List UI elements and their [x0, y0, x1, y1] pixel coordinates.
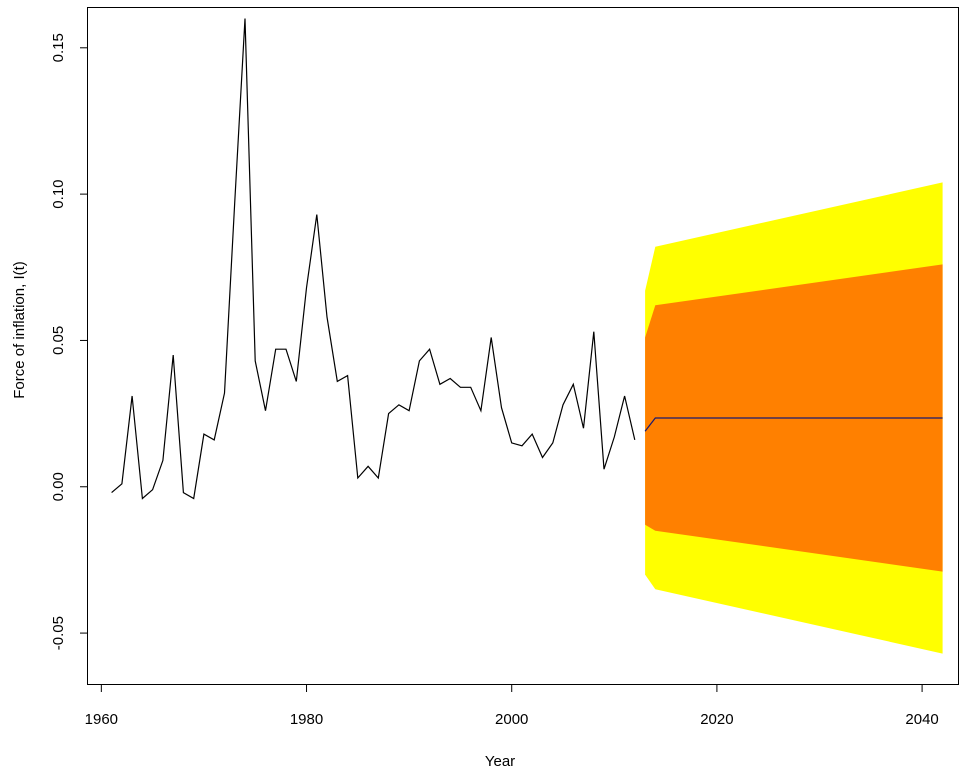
y-tick-label: 0.05 [50, 326, 67, 355]
y-axis: -0.05 0.00 0.05 0.10 0.15 [50, 33, 88, 650]
history-line [111, 18, 636, 500]
y-tick-label: 0.10 [50, 179, 67, 208]
x-tick-label: 1980 [290, 711, 323, 728]
y-axis-title: Force of inflation, I(t) [11, 261, 28, 399]
x-axis: 1960 1980 2000 2020 2040 [85, 684, 939, 728]
x-axis-title: Year [485, 753, 515, 770]
y-tick-label: -0.05 [50, 616, 67, 650]
series-lines [111, 18, 943, 500]
x-tick-label: 2020 [700, 711, 733, 728]
y-tick-label: 0.15 [50, 33, 67, 62]
y-tick-label: 0.00 [50, 472, 67, 501]
x-tick-label: 1960 [85, 711, 118, 728]
forecast-line [644, 417, 943, 432]
x-tick-label: 2040 [905, 711, 938, 728]
x-tick-label: 2000 [495, 711, 528, 728]
